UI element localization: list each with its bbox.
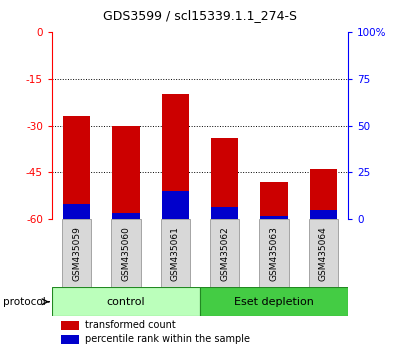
Bar [61, 335, 79, 344]
Bar [112, 219, 140, 287]
Bar [260, 219, 288, 287]
Text: Eset depletion: Eset depletion [234, 297, 314, 307]
Bar [210, 219, 239, 287]
Text: GSM435063: GSM435063 [270, 226, 278, 281]
Bar [310, 169, 337, 219]
Text: GDS3599 / scl15339.1.1_274-S: GDS3599 / scl15339.1.1_274-S [103, 9, 297, 22]
Bar [162, 94, 189, 219]
Text: GSM435064: GSM435064 [319, 226, 328, 281]
Text: protocol: protocol [3, 297, 46, 307]
Text: GSM435062: GSM435062 [220, 226, 229, 281]
Bar [211, 138, 238, 219]
Bar [62, 219, 91, 287]
Bar [112, 126, 140, 219]
Bar [112, 213, 140, 219]
Bar [63, 116, 90, 219]
Bar [211, 207, 238, 219]
Text: GSM435060: GSM435060 [122, 226, 130, 281]
Text: GSM435061: GSM435061 [171, 226, 180, 281]
Bar [61, 321, 79, 330]
Bar [52, 287, 200, 316]
Bar [200, 287, 348, 316]
Text: transformed count: transformed count [84, 320, 175, 331]
Bar [309, 219, 338, 287]
Bar [63, 204, 90, 219]
Text: percentile rank within the sample: percentile rank within the sample [84, 334, 250, 344]
Text: control: control [107, 297, 145, 307]
Text: GSM435059: GSM435059 [72, 226, 81, 281]
Bar [260, 216, 288, 219]
Bar [260, 182, 288, 219]
Bar [161, 219, 190, 287]
Bar [310, 210, 337, 219]
Bar [162, 191, 189, 219]
